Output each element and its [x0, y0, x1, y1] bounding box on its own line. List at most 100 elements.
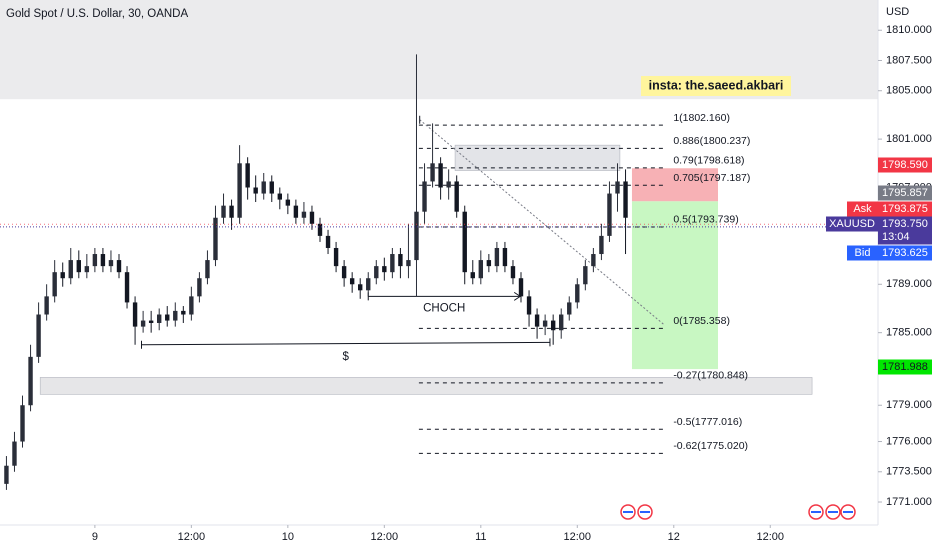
watermark: insta: the.saeed.akbari [649, 78, 784, 92]
zone [39, 377, 813, 395]
x-tick-label: 12:00 [564, 531, 592, 543]
x-tick-label: 12 [668, 531, 680, 543]
x-tick-label: 12:00 [178, 531, 206, 543]
price-tag-name-bg [847, 245, 878, 261]
chart-title: Gold Spot / U.S. Dollar, 30, OANDA [6, 8, 188, 20]
candle-body [140, 320, 146, 327]
drawn-line-label: $ [343, 351, 350, 363]
price-tag-label: 1795.857 [882, 187, 928, 199]
candle-body [325, 235, 331, 248]
candle-body [575, 284, 580, 303]
candle-body [44, 296, 49, 315]
candle-body [366, 278, 371, 291]
candle-body [189, 296, 194, 315]
drawn-line-label: CHOCH [423, 302, 465, 314]
y-tick-label: 1779.000 [886, 399, 932, 411]
candle-body [20, 405, 25, 442]
candle-body [349, 278, 355, 285]
candle-body [406, 260, 411, 267]
candle-body [148, 320, 154, 323]
candle-body [245, 163, 250, 188]
price-tag-name-bg [826, 216, 878, 232]
price-tag-label: 1793.875 [882, 203, 928, 215]
price-tag [878, 245, 932, 261]
candle-body [494, 247, 500, 267]
title-bg [0, 4, 190, 24]
candle-body [4, 465, 9, 484]
candle-body [108, 260, 114, 267]
candle-body [36, 314, 41, 357]
drawn-line [141, 341, 550, 346]
x-tick-label: 12:00 [756, 531, 784, 543]
candle-body [446, 181, 451, 188]
fib-label: 0(1785.358) [673, 315, 730, 327]
y-tick-label: 1776.000 [886, 435, 932, 447]
candle-body [84, 266, 90, 273]
candle-body [550, 320, 556, 331]
candle-body [261, 181, 266, 194]
candle-body [486, 260, 492, 267]
price-tag-countdown: 13:04 [882, 231, 910, 243]
candle-body [502, 247, 508, 267]
price-tag-label: 1793.750 [882, 218, 928, 230]
fib-label: -0.27(1780.848) [673, 370, 748, 382]
watermark-bg [641, 76, 791, 96]
y-tick-label: 1807.500 [886, 54, 932, 66]
candle-body [253, 187, 258, 194]
candle-body [559, 314, 564, 331]
y-tick-label: 1789.000 [886, 278, 932, 290]
price-tag [878, 201, 932, 217]
price-tag-name: Bid [855, 247, 871, 259]
y-tick-label: 1805.000 [886, 85, 932, 97]
candle-body [213, 217, 218, 261]
candle-body [462, 211, 467, 273]
candle-body [165, 314, 170, 321]
candle-body [92, 254, 98, 267]
candle-body [116, 260, 122, 273]
candle-body [12, 441, 17, 466]
candle-body [309, 211, 315, 224]
candle-body [68, 260, 73, 279]
candle-body [277, 193, 283, 200]
candle-body [205, 260, 210, 279]
candle-body [76, 260, 81, 273]
candle-body [374, 266, 379, 279]
candle-body [341, 266, 347, 279]
fib-label: 0.886(1800.237) [673, 135, 750, 147]
candle-body [100, 254, 106, 267]
fib-label: 1(1802.160) [673, 112, 730, 124]
candle-body [607, 193, 612, 236]
candle-body [583, 266, 588, 285]
candle-body [623, 181, 628, 218]
candle-body [28, 356, 33, 406]
price-tag [878, 359, 932, 375]
candle-body [229, 205, 234, 218]
candle-body [132, 302, 138, 327]
candle-body [615, 181, 620, 194]
price-tag-name-bg [847, 201, 878, 217]
y-tick-label: 1785.000 [886, 327, 932, 339]
candle-body [285, 199, 291, 206]
candle-body [470, 272, 475, 279]
candle-body [390, 254, 395, 273]
drawn-line [419, 119, 666, 326]
price-tag-label: 1793.625 [882, 247, 928, 259]
candle-body [599, 235, 604, 255]
candle-body [382, 266, 387, 273]
candle-body [301, 211, 307, 218]
candle-body [173, 310, 178, 321]
y-tick-label: 1801.000 [886, 133, 932, 145]
fib-label: 0.705(1797.187) [673, 172, 750, 184]
price-tag-name: XAUUSD [829, 218, 875, 230]
x-tick-label: 9 [92, 531, 98, 543]
fib-label: -0.62(1775.020) [673, 440, 748, 452]
candle-body [358, 284, 363, 291]
candle-body [293, 205, 299, 218]
candle-body [526, 296, 532, 315]
price-tag-label: 1798.590 [882, 159, 928, 171]
candle-body [414, 211, 419, 261]
fib-label: -0.5(1777.016) [673, 416, 742, 428]
fib-label: 0.79(1798.618) [673, 155, 744, 167]
candle-body [454, 181, 459, 212]
